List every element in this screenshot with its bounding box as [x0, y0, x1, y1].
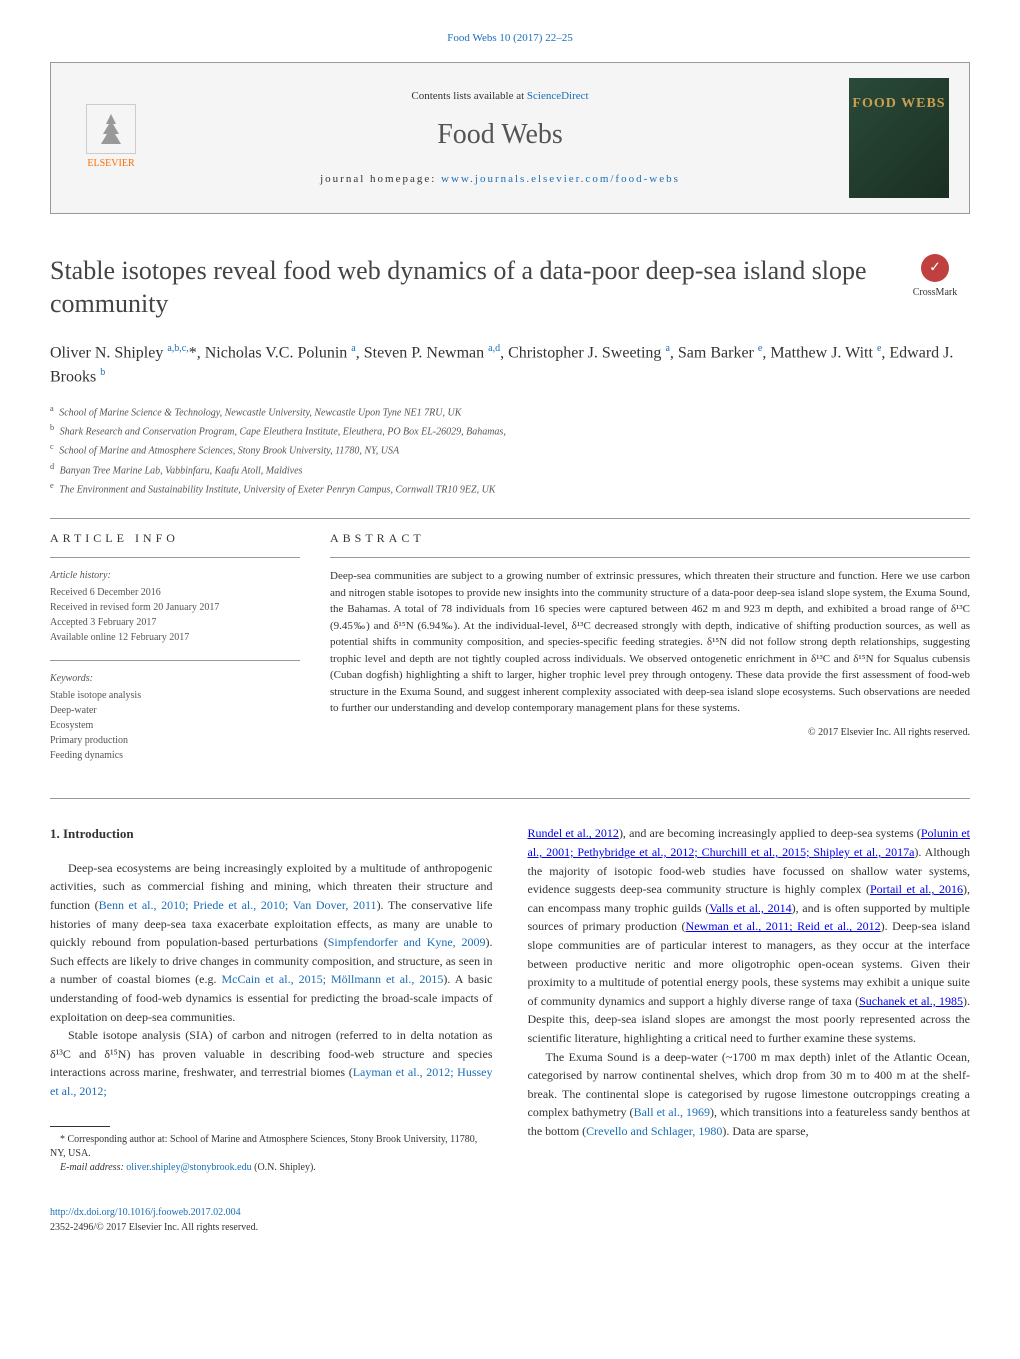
section-divider [50, 518, 970, 519]
journal-reference: Food Webs 10 (2017) 22–25 [50, 30, 970, 47]
section-divider [50, 798, 970, 799]
abstract-copyright: © 2017 Elsevier Inc. All rights reserved… [330, 725, 970, 740]
homepage-link[interactable]: www.journals.elsevier.com/food-webs [441, 173, 680, 185]
page-footer: http://dx.doi.org/10.1016/j.fooweb.2017.… [50, 1205, 493, 1235]
left-column: 1. Introduction Deep-sea ecosystems are … [50, 824, 493, 1234]
email-note: E-mail address: oliver.shipley@stonybroo… [50, 1161, 493, 1175]
homepage-line: journal homepage: www.journals.elsevier.… [151, 171, 849, 188]
publisher-logo-area: ELSEVIER [71, 98, 151, 178]
crossmark-badge[interactable]: CrossMark [900, 254, 970, 300]
crossmark-icon [921, 254, 949, 282]
affiliations: a School of Marine Science & Technology,… [50, 402, 970, 499]
food-webs-cover-text: FOOD WEBS [852, 93, 945, 114]
keywords: Keywords: Stable isotope analysisDeep-wa… [50, 671, 300, 763]
intro-para-2-left: Stable isotope analysis (SIA) of carbon … [50, 1026, 493, 1100]
abstract-text: Deep-sea communities are subject to a gr… [330, 568, 970, 717]
article-title: Stable isotopes reveal food web dynamics… [50, 254, 900, 322]
abstract-col: ABSTRACT Deep-sea communities are subjec… [330, 529, 970, 778]
email-link[interactable]: oliver.shipley@stonybrook.edu [126, 1162, 251, 1173]
body-columns: 1. Introduction Deep-sea ecosystems are … [50, 824, 970, 1234]
right-column: Rundel et al., 2012), and are becoming i… [528, 824, 971, 1234]
title-row: Stable isotopes reveal food web dynamics… [50, 254, 970, 322]
sciencedirect-link[interactable]: ScienceDirect [527, 90, 589, 102]
article-history: Article history: Received 6 December 201… [50, 568, 300, 645]
doi-link[interactable]: http://dx.doi.org/10.1016/j.fooweb.2017.… [50, 1207, 241, 1218]
intro-para-2-right: Rundel et al., 2012), and are becoming i… [528, 824, 971, 1047]
abstract-header: ABSTRACT [330, 529, 970, 547]
intro-para-3: The Exuma Sound is a deep-water (~1700 m… [528, 1048, 971, 1141]
info-abstract-row: ARTICLE INFO Article history: Received 6… [50, 529, 970, 778]
header-center: Contents lists available at ScienceDirec… [151, 88, 849, 188]
article-info-col: ARTICLE INFO Article history: Received 6… [50, 529, 300, 778]
elsevier-logo: ELSEVIER [86, 104, 136, 171]
intro-para-1: Deep-sea ecosystems are being increasing… [50, 859, 493, 1026]
contents-line: Contents lists available at ScienceDirec… [151, 88, 849, 105]
journal-cover: FOOD WEBS [849, 78, 949, 198]
article-info-header: ARTICLE INFO [50, 529, 300, 547]
corresponding-author-note: * Corresponding author at: School of Mar… [50, 1133, 493, 1161]
journal-header-box: ELSEVIER Contents lists available at Sci… [50, 62, 970, 214]
journal-title: Food Webs [151, 114, 849, 156]
footnote-separator [50, 1126, 110, 1127]
authors-line: Oliver N. Shipley a,b,c,*, Nicholas V.C.… [50, 341, 970, 390]
elsevier-tree-icon [86, 104, 136, 154]
intro-heading: 1. Introduction [50, 824, 493, 844]
